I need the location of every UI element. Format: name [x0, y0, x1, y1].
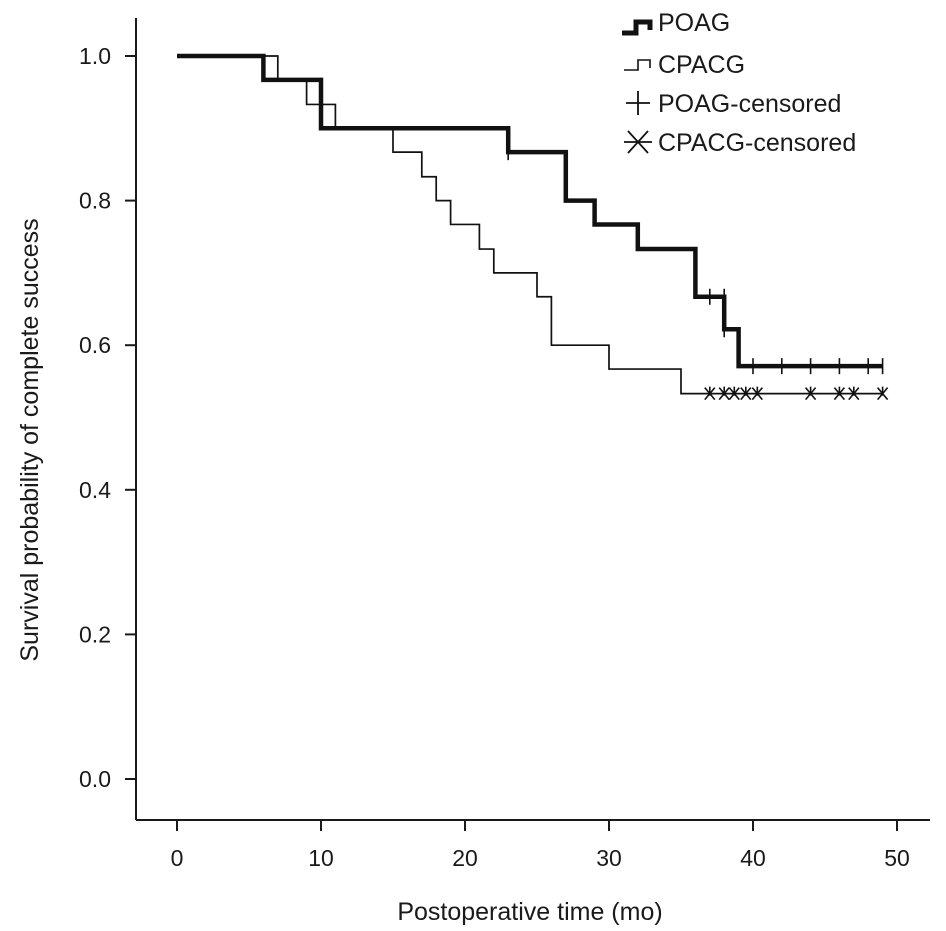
- y-tick-label: 0.4: [79, 477, 111, 503]
- legend-poag-censored-label: POAG-censored: [658, 90, 841, 118]
- y-tick-label: 0.0: [79, 766, 111, 792]
- x-tick-label: 40: [740, 845, 766, 871]
- legend-poag-swatch: [622, 19, 653, 36]
- legend-cpacg-censored-marker: [624, 130, 652, 154]
- x-tick-label: 50: [884, 845, 910, 871]
- legend-poag-censored-marker: [626, 91, 650, 115]
- y-tick-label: 0.6: [79, 332, 111, 358]
- tick-group: 0 10 20 30 40 50 0.0 0.2 0.4 0.6 0.8 1.0: [79, 43, 910, 871]
- cpacg-censored-marker: [728, 386, 740, 401]
- y-tick-label: 1.0: [79, 43, 111, 69]
- cpacg-censored-marker: [848, 386, 860, 401]
- legend: POAG CPACG POAG-censored CPACG-censored: [622, 9, 856, 157]
- x-tick-label: 10: [308, 845, 334, 871]
- censor-markers: [507, 144, 889, 401]
- series-line-cpacg: [177, 55, 883, 395]
- x-tick-label: 0: [171, 845, 184, 871]
- cpacg-censored-marker: [740, 386, 752, 401]
- legend-cpacg-censored-label: CPACG-censored: [658, 129, 856, 157]
- cpacg-censored-marker: [833, 386, 846, 401]
- cpacg-censored-marker: [804, 386, 817, 401]
- cpacg-censored-marker: [876, 386, 889, 401]
- x-axis-title: Postoperative time (mo): [397, 898, 662, 926]
- x-tick-label: 30: [596, 845, 622, 871]
- legend-poag-label: POAG: [658, 9, 730, 37]
- y-tick-label: 0.8: [79, 188, 111, 214]
- cpacg-censored-marker: [718, 386, 730, 401]
- cpacg-censored-marker: [704, 386, 716, 401]
- y-tick-label: 0.2: [79, 621, 111, 647]
- y-axis-title: Survival probability of complete success: [16, 218, 44, 661]
- cpacg-censored-marker: [751, 386, 763, 401]
- x-tick-label: 20: [452, 845, 478, 871]
- legend-cpacg-swatch: [624, 59, 651, 71]
- legend-cpacg-label: CPACG: [658, 51, 745, 79]
